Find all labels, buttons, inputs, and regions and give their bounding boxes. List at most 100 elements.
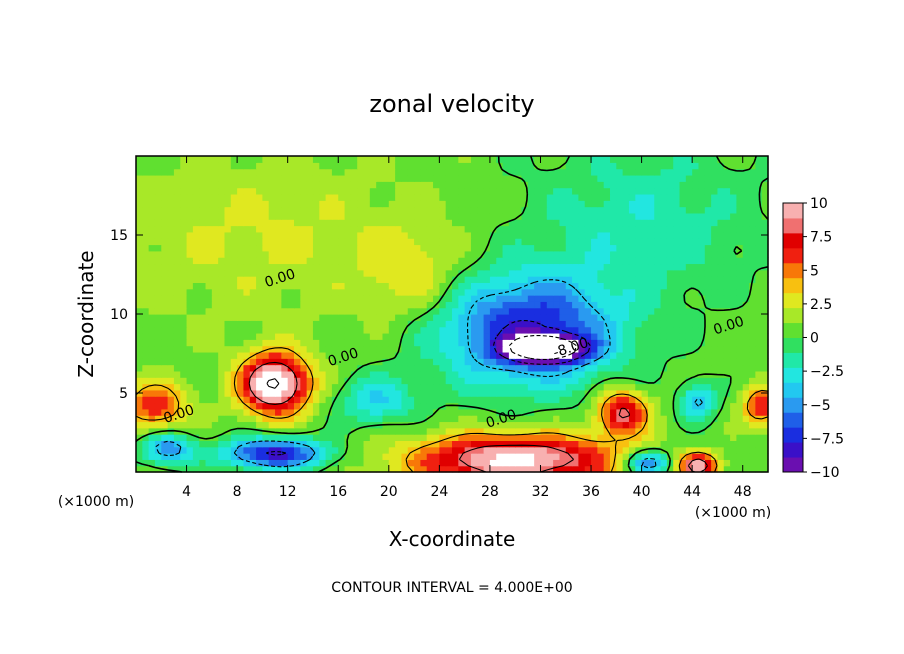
- field-cell: [161, 408, 169, 416]
- field-cell: [331, 434, 339, 441]
- field-cell: [521, 421, 529, 429]
- field-cell: [281, 377, 289, 385]
- field-cell: [742, 440, 750, 448]
- field-cell: [647, 231, 655, 239]
- field-cell: [325, 263, 333, 271]
- field-cell: [508, 174, 516, 182]
- field-cell: [300, 345, 308, 353]
- field-cell: [433, 440, 440, 448]
- field-cell: [388, 358, 396, 366]
- field-cell: [338, 200, 346, 208]
- field-cell: [597, 465, 605, 473]
- field-cell: [673, 364, 681, 372]
- field-cell: [275, 320, 282, 328]
- field-cell: [534, 263, 542, 271]
- field-cell: [534, 377, 542, 385]
- field-cell: [401, 200, 409, 208]
- field-cell: [660, 174, 668, 182]
- field-cell: [249, 307, 257, 315]
- field-cell: [237, 389, 245, 397]
- field-cell: [167, 244, 175, 252]
- field-cell: [711, 421, 719, 429]
- field-cell: [698, 459, 706, 467]
- field-cell: [199, 370, 207, 378]
- field-cell: [275, 263, 282, 271]
- field-cell: [654, 276, 662, 283]
- field-cell: [692, 187, 700, 195]
- field-cell: [679, 250, 687, 258]
- field-cell: [565, 364, 573, 372]
- field-cell: [578, 238, 586, 246]
- field-cell: [477, 212, 485, 220]
- field-cell: [154, 326, 162, 334]
- field-cell: [730, 244, 737, 252]
- field-cell: [591, 320, 598, 328]
- field-cell: [597, 440, 605, 448]
- field-cell: [654, 440, 662, 448]
- field-cell: [540, 269, 548, 277]
- field-cell: [275, 288, 282, 296]
- field-cell: [502, 459, 510, 467]
- field-cell: [395, 389, 403, 397]
- field-cell: [401, 446, 409, 454]
- field-cell: [603, 320, 611, 328]
- field-cell: [426, 408, 434, 416]
- field-cell: [641, 370, 649, 378]
- field-cell: [325, 446, 333, 454]
- field-cell: [230, 238, 238, 246]
- field-cell: [211, 257, 219, 265]
- field-cell: [610, 168, 617, 176]
- field-cell: [199, 459, 207, 467]
- field-cell: [515, 263, 523, 271]
- field-cell: [534, 162, 542, 170]
- field-cell: [660, 351, 668, 359]
- field-cell: [685, 206, 693, 214]
- field-cell: [508, 282, 516, 290]
- field-cell: [306, 238, 314, 246]
- field-cell: [186, 238, 194, 246]
- field-cell: [312, 219, 320, 227]
- field-cell: [205, 193, 213, 201]
- field-cell: [591, 345, 598, 353]
- field-cell: [369, 231, 377, 239]
- field-cell: [407, 440, 415, 448]
- field-cell: [489, 453, 497, 460]
- field-cell: [578, 200, 586, 208]
- field-cell: [395, 276, 403, 283]
- field-cell: [742, 314, 750, 321]
- field-cell: [666, 257, 674, 265]
- field-cell: [294, 244, 301, 252]
- field-cell: [591, 421, 598, 429]
- field-cell: [363, 244, 371, 252]
- field-cell: [483, 402, 491, 410]
- field-cell: [635, 421, 643, 429]
- field-cell: [553, 427, 561, 435]
- field-cell: [275, 307, 282, 315]
- field-cell: [730, 238, 737, 246]
- field-cell: [173, 389, 181, 397]
- field-cell: [635, 440, 643, 448]
- field-cell: [616, 282, 624, 290]
- field-cell: [603, 301, 611, 309]
- field-cell: [761, 351, 769, 359]
- field-cell: [205, 156, 213, 163]
- field-cell: [350, 421, 358, 429]
- field-cell: [300, 244, 308, 252]
- field-cell: [395, 377, 403, 385]
- field-cell: [325, 351, 333, 359]
- field-cell: [470, 364, 478, 372]
- field-cell: [597, 314, 605, 321]
- field-cell: [572, 162, 579, 170]
- field-cell: [755, 276, 763, 283]
- field-cell: [420, 295, 428, 302]
- field-cell: [344, 269, 352, 277]
- field-cell: [515, 427, 523, 435]
- field-cell: [262, 162, 270, 170]
- field-cell: [654, 314, 662, 321]
- field-cell: [180, 396, 188, 404]
- field-cell: [521, 370, 529, 378]
- field-cell: [692, 288, 700, 296]
- field-cell: [230, 162, 238, 170]
- field-cell: [199, 238, 207, 246]
- field-cell: [294, 446, 301, 454]
